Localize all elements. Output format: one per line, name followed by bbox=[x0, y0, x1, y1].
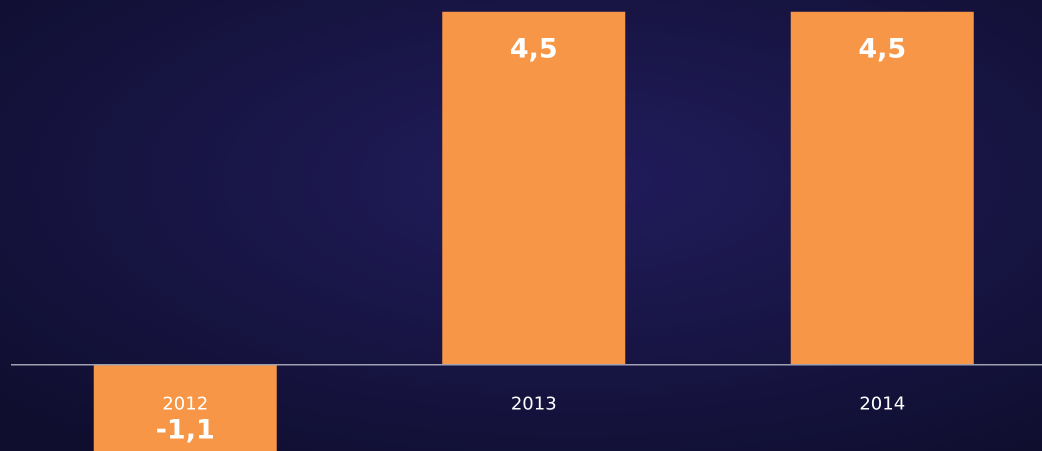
value-label: 4,5 bbox=[510, 33, 558, 64]
x-tick-label: 2013 bbox=[511, 394, 557, 415]
bars bbox=[93, 11, 974, 451]
x-tick-label: 2014 bbox=[859, 394, 905, 415]
labels: 2012-1,1 2013 4,5 2014 4,5 bbox=[156, 33, 906, 445]
x-tick-label: 2012 bbox=[162, 394, 208, 415]
value-label: -1,1 bbox=[156, 415, 215, 446]
bar bbox=[442, 11, 626, 365]
bar bbox=[790, 11, 974, 365]
bar bbox=[93, 364, 277, 451]
value-label: 4,5 bbox=[858, 33, 906, 64]
